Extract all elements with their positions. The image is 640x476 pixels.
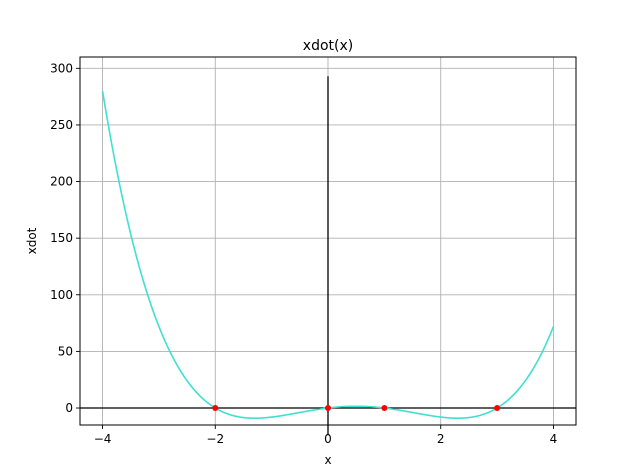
chart-title: xdot(x) xyxy=(303,38,353,54)
fixed-point-marker xyxy=(212,405,219,412)
x-tick-label: 4 xyxy=(550,432,558,446)
x-tick-label: 0 xyxy=(324,432,332,446)
ticks-layer: −4 −2 0 2 4 0 50 100 150 200 250 300 xyxy=(50,61,557,446)
fixed-point-marker xyxy=(325,405,331,412)
y-tick-label: 200 xyxy=(50,175,73,189)
y-tick-label: 50 xyxy=(58,344,73,358)
y-axis-label: xdot xyxy=(25,227,39,254)
y-tick-label: 250 xyxy=(50,118,73,132)
fixed-point-marker xyxy=(494,405,501,412)
y-tick-label: 100 xyxy=(50,288,73,302)
y-tick-label: 300 xyxy=(50,61,73,75)
x-tick-label: 2 xyxy=(437,432,445,446)
y-tick-label: 0 xyxy=(65,401,73,415)
fixed-point-marker xyxy=(381,405,388,412)
y-tick-label: 150 xyxy=(50,231,73,245)
reference-lines xyxy=(80,76,576,436)
points-layer xyxy=(212,405,501,412)
x-tick-label: −2 xyxy=(206,432,224,446)
x-tick-label: −4 xyxy=(94,432,112,446)
x-axis-label: x xyxy=(324,453,331,467)
